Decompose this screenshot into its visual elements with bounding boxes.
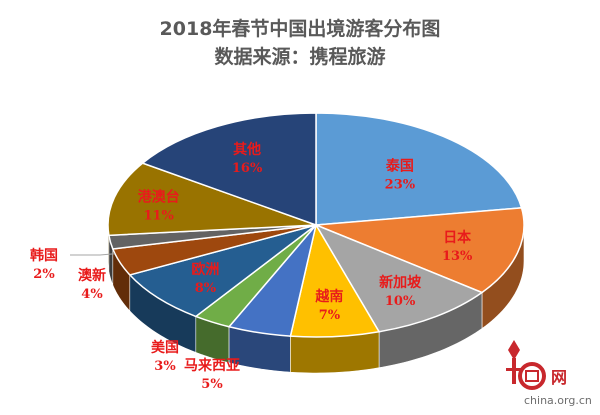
slice-label-8: 韩国 [30, 247, 58, 264]
slice-value-2: 10% [385, 294, 416, 309]
chart-title: 2018年春节中国出境游客分布图 [159, 18, 441, 40]
leader-lines [70, 253, 115, 256]
slice-3-side [290, 331, 380, 374]
slice-6 [128, 224, 317, 318]
slice-label-5: 美国 [151, 339, 179, 356]
china-knot-icon [506, 340, 546, 390]
pie-slices [107, 112, 525, 338]
slice-label-9: 港澳台 [138, 189, 180, 206]
slice-1 [315, 207, 525, 294]
slice-0 [315, 112, 523, 226]
slice-label-2: 新加坡 [379, 274, 422, 291]
watermark-logo: 网 china.org.cn [506, 340, 592, 407]
slice-value-9: 11% [143, 209, 174, 224]
slice-value-5: 3% [154, 359, 176, 374]
watermark-net: 网 [551, 368, 567, 387]
slice-label-3: 越南 [314, 288, 343, 305]
slice-value-7: 4% [81, 287, 103, 302]
slice-9 [107, 162, 317, 237]
slice-value-0: 23% [385, 177, 416, 192]
leader-line-8 [70, 253, 115, 256]
slice-value-3: 7% [319, 308, 341, 323]
slice-value-4: 5% [201, 377, 223, 392]
slice-label-10: 其他 [233, 141, 261, 158]
slice-value-10: 16% [232, 161, 263, 176]
slice-value-6: 8% [195, 281, 217, 296]
slice-2 [314, 223, 484, 333]
slice-value-8: 2% [33, 267, 55, 282]
slice-label-1: 日本 [443, 229, 472, 246]
pie-labels: 泰国 23% 日本 13% 新加坡 10% 越南 7% 马来西亚 5% 美国 3% 欧洲 8% 澳新 4% 韩国… [30, 141, 473, 392]
slice-label-4: 马来西亚 [184, 358, 240, 374]
slice-10 [141, 112, 317, 227]
slice-value-1: 13% [442, 249, 473, 264]
slice-label-6: 欧洲 [191, 261, 219, 278]
slice-label-0: 泰国 [385, 157, 414, 174]
slice-label-7: 澳新 [78, 267, 106, 284]
chart-subtitle: 数据来源：携程旅游 [214, 46, 386, 68]
watermark-text: china.org.cn [524, 394, 592, 407]
pie-sides [107, 224, 525, 374]
